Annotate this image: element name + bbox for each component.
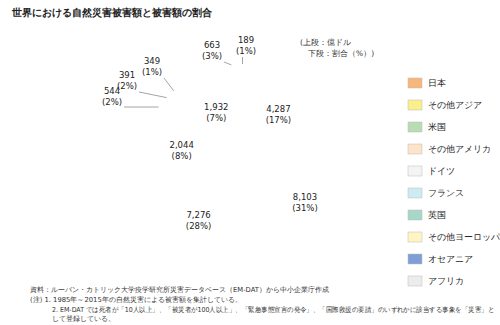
data-label: 349 bbox=[144, 56, 160, 66]
leader-line bbox=[139, 92, 167, 98]
data-labels: 4,287(17%)8,103(31%)7,276(28%)2,044(8%)5… bbox=[102, 35, 318, 231]
data-label: 1,932 bbox=[204, 102, 228, 112]
annotation: 下段：割合（%）) bbox=[308, 49, 374, 58]
legend-label: アフリカ bbox=[428, 276, 464, 286]
note: 2. EM-DAT では死者が「10人以上」、「被災者が100人以上」、「緊急事… bbox=[52, 306, 494, 314]
legend-swatch bbox=[408, 188, 422, 198]
leader-line bbox=[224, 62, 231, 65]
data-label: 8,103 bbox=[293, 192, 317, 202]
note: (注) 1. 1985年～2015年の自然災害による被害額を集計している。 bbox=[30, 296, 242, 304]
leader-line bbox=[242, 57, 243, 64]
legend-swatch bbox=[408, 122, 422, 132]
data-label: 189 bbox=[238, 35, 254, 45]
annotation: (上段：億ドル bbox=[300, 38, 351, 47]
legend-label: 日本 bbox=[428, 78, 446, 88]
percentage-label: (3%) bbox=[202, 51, 222, 61]
note: して登録している。 bbox=[52, 315, 115, 323]
data-label: 2,044 bbox=[169, 140, 193, 150]
data-label: 7,276 bbox=[186, 210, 210, 220]
data-label: 663 bbox=[204, 40, 220, 50]
legend-swatch bbox=[408, 232, 422, 242]
legend-swatch bbox=[408, 78, 422, 88]
legend: 日本その他アジア米国その他アメリカドイツフランス英国その他ヨーロッパオセアニアア… bbox=[408, 78, 500, 286]
data-label: 4,287 bbox=[266, 104, 290, 114]
legend-swatch bbox=[408, 100, 422, 110]
legend-swatch bbox=[408, 276, 422, 286]
percentage-label: (28%) bbox=[186, 221, 212, 231]
percentage-label: (2%) bbox=[117, 81, 137, 91]
legend-swatch bbox=[408, 254, 422, 264]
title: 世界における自然災害被害額と被害額の割合 bbox=[11, 7, 213, 19]
percentage-label: (1%) bbox=[142, 67, 162, 77]
legend-label: ドイツ bbox=[428, 166, 455, 176]
percentage-label: (1%) bbox=[236, 46, 256, 56]
legend-label: 英国 bbox=[428, 210, 446, 220]
legend-label: オセアニア bbox=[428, 254, 473, 264]
legend-label: その他アメリカ bbox=[428, 144, 491, 154]
legend-label: その他アジア bbox=[428, 100, 482, 110]
legend-label: その他ヨーロッパ bbox=[428, 232, 500, 242]
legend-swatch bbox=[408, 210, 422, 220]
data-label: 391 bbox=[119, 70, 135, 80]
leader-line bbox=[124, 107, 159, 108]
legend-label: フランス bbox=[428, 188, 464, 198]
leader-line bbox=[164, 78, 174, 91]
percentage-label: (8%) bbox=[172, 151, 192, 161]
percentage-label: (2%) bbox=[102, 97, 122, 107]
legend-swatch bbox=[408, 166, 422, 176]
legend-label: 米国 bbox=[428, 122, 446, 132]
chart: 世界における自然災害被害額と被害額の割合 (上段：億ドル下段：割合（%）) 4,28… bbox=[0, 0, 500, 325]
percentage-label: (17%) bbox=[266, 115, 292, 125]
legend-swatch bbox=[408, 144, 422, 154]
source: 資料：ルーバン・カトリック大学疫学研究所災害データベース（EM-DAT）から中小… bbox=[30, 286, 329, 294]
percentage-label: (31%) bbox=[292, 203, 318, 213]
percentage-label: (7%) bbox=[206, 113, 226, 123]
